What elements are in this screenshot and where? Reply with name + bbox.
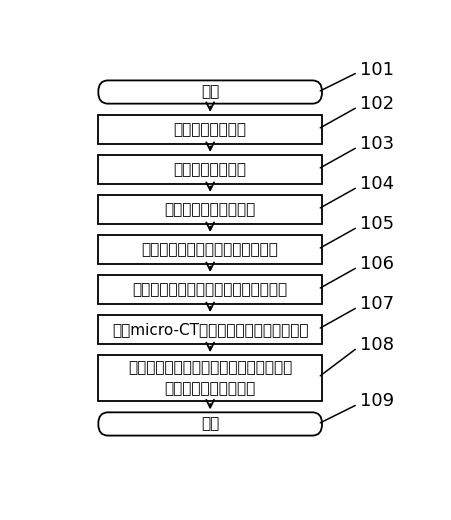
Text: 104: 104 bbox=[360, 175, 395, 193]
Text: 108: 108 bbox=[360, 336, 395, 355]
FancyBboxPatch shape bbox=[98, 275, 322, 304]
Text: 离体鉴定干细胞在缺血组织中的存在性: 离体鉴定干细胞在缺血组织中的存在性 bbox=[133, 282, 288, 297]
Text: 102: 102 bbox=[360, 95, 395, 113]
Text: 105: 105 bbox=[360, 215, 395, 233]
Text: 103: 103 bbox=[360, 135, 395, 153]
FancyBboxPatch shape bbox=[98, 315, 322, 344]
Text: 移植干细胞到缺血组织: 移植干细胞到缺血组织 bbox=[165, 202, 256, 217]
Text: 107: 107 bbox=[360, 295, 395, 314]
Text: 开始: 开始 bbox=[201, 85, 219, 99]
FancyBboxPatch shape bbox=[98, 155, 322, 184]
Text: 缺血动物模型构建: 缺血动物模型构建 bbox=[174, 162, 247, 177]
Text: 干细胞分离和培养: 干细胞分离和培养 bbox=[174, 122, 247, 137]
Text: 结束: 结束 bbox=[201, 417, 219, 432]
FancyBboxPatch shape bbox=[98, 81, 322, 103]
Text: 109: 109 bbox=[360, 393, 395, 410]
Text: 利用血管铸型及扫描电镜对微血管网络密
度及血管发芽进行验证: 利用血管铸型及扫描电镜对微血管网络密 度及血管发芽进行验证 bbox=[128, 360, 292, 396]
FancyBboxPatch shape bbox=[98, 195, 322, 224]
Text: 106: 106 bbox=[360, 255, 395, 274]
Text: 利用生物发光断层成像示踪干细胞: 利用生物发光断层成像示踪干细胞 bbox=[142, 242, 279, 257]
FancyBboxPatch shape bbox=[98, 115, 322, 144]
FancyBboxPatch shape bbox=[98, 235, 322, 264]
Text: 101: 101 bbox=[360, 60, 395, 79]
FancyBboxPatch shape bbox=[98, 412, 322, 436]
FancyBboxPatch shape bbox=[98, 355, 322, 401]
Text: 利用micro-CT系统对微血管网络造影成像: 利用micro-CT系统对微血管网络造影成像 bbox=[112, 322, 308, 337]
